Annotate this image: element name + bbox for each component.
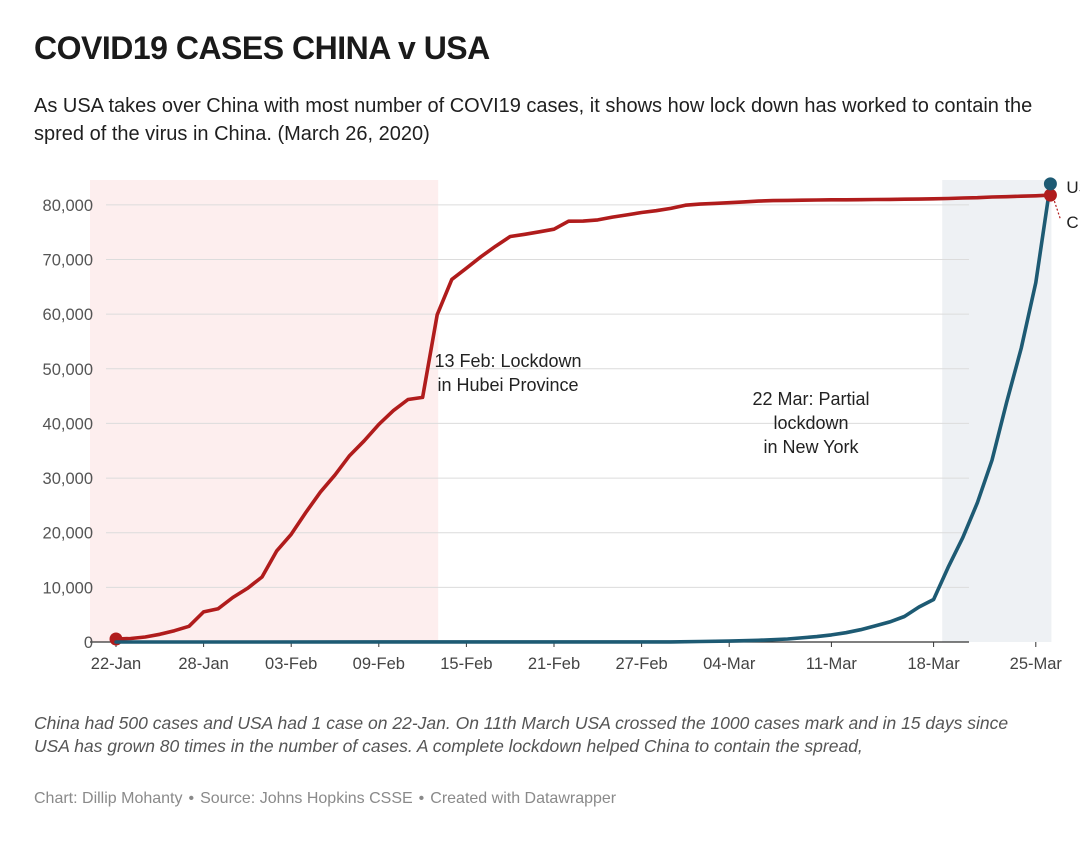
series-end-point [1043,188,1057,202]
annotation-line: lockdown [773,413,848,433]
x-tick-label: 15-Feb [440,655,492,673]
annotation-line: 13 Feb: Lockdown [434,351,581,371]
label-leader-line [1053,200,1061,220]
annotation-line: in New York [763,437,859,457]
x-tick-label: 22-Jan [91,655,141,673]
x-tick-label: 27-Feb [615,655,667,673]
series-label: USA [1066,178,1080,197]
x-tick-label: 28-Jan [178,655,228,673]
series-end-point [1043,177,1057,191]
x-axis: 22-Jan 28-Jan 03-Feb 09-Feb 15-Feb 21-Feb 27-F… [91,642,1063,673]
x-tick-label: 04-Mar [703,655,756,673]
y-tick-label: 50,000 [43,361,93,379]
series-label: CHINA [1066,213,1080,232]
shaded-period [942,180,1052,642]
y-tick-label: 60,000 [43,306,93,324]
credit-separator: • [188,790,195,807]
line-chart: 0 10,000 20,000 30,000 40,000 50,000 60,000 70,… [43,177,1080,673]
chart-credit: Chart: Dillip Mohanty • Source: Johns Hopk… [34,790,616,808]
y-tick-label: 10,000 [43,579,93,597]
y-tick-label: 40,000 [43,415,93,433]
y-axis: 0 10,000 20,000 30,000 40,000 50,000 60,000 70,… [43,197,93,652]
credit-separator: • [418,790,425,807]
chart-notes: China had 500 cases and USA had 1 case o… [34,713,1009,756]
y-tick-label: 80,000 [43,197,93,215]
credit-source: Source: Johns Hopkins CSSE [200,790,413,807]
credit-tool: Created with Datawrapper [430,790,617,807]
y-tick-label: 20,000 [43,525,93,543]
y-tick-label: 70,000 [43,252,93,270]
series-line-china [114,193,1053,641]
annotation: 13 Feb: Lockdown in Hubei Province [434,351,581,395]
shaded-periods [90,180,1052,642]
x-tick-label: 25-Mar [1010,655,1063,673]
x-tick-label: 09-Feb [353,655,405,673]
series-line-usa [114,182,1053,644]
y-tick-label: 30,000 [43,470,93,488]
x-tick-label: 03-Feb [265,655,317,673]
shaded-period [90,180,439,642]
annotation-line: 22 Mar: Partial [752,389,869,409]
annotation-line: in Hubei Province [437,375,578,395]
chart-subtitle: As USA takes over China with most number… [34,95,1033,145]
chart-title: COVID19 CASES CHINA v USA [34,30,490,66]
series-lines [109,182,1053,646]
x-tick-label: 18-Mar [907,655,960,673]
x-tick-label: 21-Feb [528,655,580,673]
x-tick-label: 11-Mar [806,655,858,673]
credit-author: Chart: Dillip Mohanty [34,790,183,807]
annotations: 13 Feb: Lockdown in Hubei Province 22 Mar:… [434,351,869,457]
series-end-labels: CHINA USA [1043,177,1080,232]
annotation: 22 Mar: Partial lockdown in New York [752,389,869,457]
y-tick-label: 0 [84,634,93,652]
